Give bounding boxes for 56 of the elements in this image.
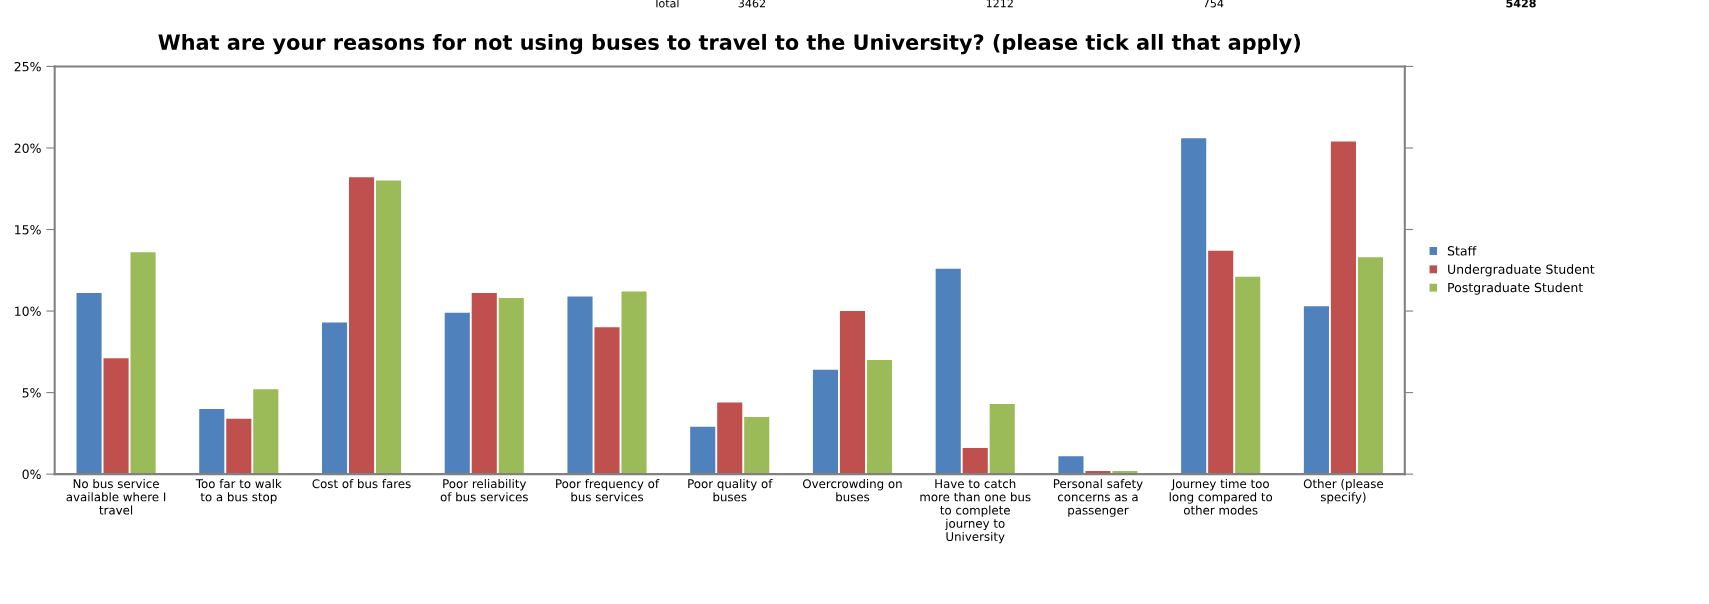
bar: [375, 180, 402, 475]
bar: [1303, 306, 1329, 475]
legend-label: Staff: [1447, 245, 1477, 256]
chart-title: What are your reasons for not using buses to travel to the University? (please tick all that apply): [158, 33, 1300, 55]
bar: [839, 311, 866, 475]
bar: [567, 296, 593, 475]
bar: [1181, 138, 1207, 475]
bar: [594, 327, 620, 475]
y-tick-label: 10%: [15, 306, 41, 316]
bar: [866, 359, 893, 475]
y-tick-label: 15%: [15, 224, 41, 235]
y-tick-label: 0%: [22, 469, 41, 480]
bar: [226, 418, 252, 475]
x-tick-label: Other (please specify): [1303, 479, 1384, 504]
bar: [935, 268, 961, 475]
bar: [621, 291, 647, 475]
text: 5428: [1506, 0, 1536, 8]
y-tick-label: 25%: [14, 61, 41, 72]
x-tick-label: Overcrowding on buses: [802, 479, 902, 502]
y-tick-label: 20%: [14, 143, 41, 153]
x-tick-label: Cost of bus fares: [312, 479, 411, 489]
bar: [1208, 250, 1234, 475]
text: 3462: [738, 0, 765, 8]
bar: [1058, 456, 1084, 475]
bar: [76, 293, 102, 475]
text: 1212: [986, 0, 1013, 8]
text: 754: [1203, 0, 1224, 8]
bar: [690, 426, 716, 475]
bar: [321, 322, 348, 475]
bar: [103, 358, 129, 475]
bar: [1357, 257, 1383, 475]
legend-label: Postgraduate Student: [1448, 282, 1583, 295]
x-tick-label: Journey time too long compared to other modes: [1169, 479, 1273, 515]
bar: [812, 369, 839, 475]
bar: [444, 312, 470, 475]
bar: [989, 404, 1015, 475]
x-tick-label: Personal safety concerns as a passenger: [1053, 479, 1143, 517]
bar: [1330, 141, 1356, 475]
bar: [744, 417, 770, 475]
x-tick-label: Poor reliability of bus services: [440, 479, 528, 502]
bar: [130, 252, 156, 475]
x-tick-label: Poor quality of buses: [688, 479, 773, 502]
bar: [348, 177, 375, 475]
legend-label: Undergraduate Student: [1448, 264, 1595, 277]
bar: [253, 389, 279, 475]
y-tick-label: 5%: [22, 388, 41, 398]
x-tick-label: Too far to walk to a bus stop: [195, 479, 282, 504]
bar: [717, 402, 743, 475]
bar: [498, 298, 524, 475]
bar: [962, 448, 988, 475]
x-tick-label: Have to catch more than one bus to complete journey to University: [920, 479, 1031, 544]
bar: [199, 408, 225, 475]
bar: [471, 293, 497, 475]
bar: [1235, 276, 1261, 475]
x-tick-label: Poor frequency of bus services: [556, 479, 660, 502]
x-tick-label: No bus service available where I travel: [66, 479, 166, 515]
